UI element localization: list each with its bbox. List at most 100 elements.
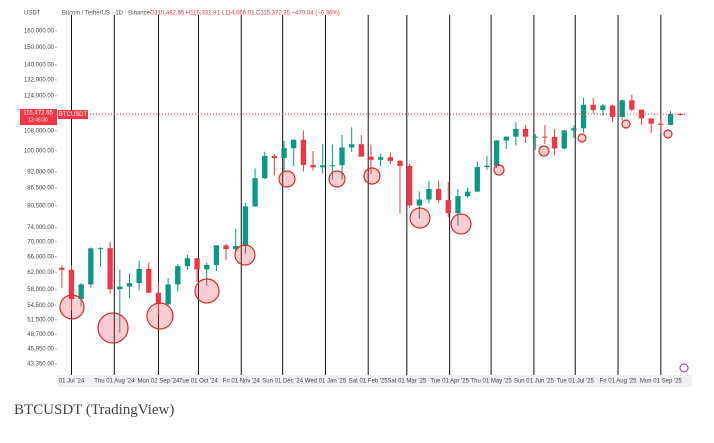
y-tick-label: 45,950.00 xyxy=(27,347,54,353)
x-tick-label: 01 Jul '24 xyxy=(59,379,85,385)
candle-body xyxy=(638,109,645,119)
x-tick-label: Wed 01 Jan '25 xyxy=(305,379,347,385)
y-tick-label: 54,500.00 xyxy=(27,303,54,309)
candle-body xyxy=(204,264,210,270)
candle-body xyxy=(532,136,538,138)
candle-body xyxy=(146,268,152,293)
candle-body xyxy=(155,292,162,305)
price-tag: 115,472.65 xyxy=(23,111,53,117)
y-tick-label: 58,000.00 xyxy=(27,287,54,293)
y-tick-label: 48,700.00 xyxy=(27,332,54,338)
x-axis-band xyxy=(57,375,692,387)
candle-body xyxy=(513,128,519,137)
x-tick-label: Tue 01 Oct '24 xyxy=(179,379,219,385)
currency: USDT xyxy=(24,11,41,17)
y-tick-label: 100,000.00 xyxy=(24,148,55,154)
circle-marker xyxy=(59,294,85,320)
candle-body xyxy=(484,165,490,168)
candle-body xyxy=(223,245,229,250)
candle-body xyxy=(194,258,200,270)
circle-marker xyxy=(621,119,631,129)
circle-marker xyxy=(234,244,256,266)
candle-body xyxy=(658,123,664,125)
chart: USDT Bitcoin / TetherUS · 1D · Binance O… xyxy=(0,0,714,398)
x-tick-label: Mon 02 Sep '24 xyxy=(138,379,181,385)
candle-body xyxy=(184,258,191,267)
candle-body xyxy=(175,266,181,285)
candle-body xyxy=(406,165,413,206)
y-tick-label: 140,000.00 xyxy=(24,63,55,69)
candle-body xyxy=(561,130,567,149)
x-tick-label: Thu 01 May '25 xyxy=(471,379,513,385)
candle-body xyxy=(358,144,364,157)
candle-body xyxy=(117,286,123,290)
y-tick-label: 160,000.00 xyxy=(24,28,55,34)
candle-body xyxy=(397,160,403,166)
y-tick-label: 132,000.00 xyxy=(24,78,55,84)
candle-body xyxy=(59,267,65,270)
candle-body xyxy=(609,105,616,117)
candle-body xyxy=(619,100,625,117)
candle-body xyxy=(387,157,393,161)
candle-body xyxy=(252,178,258,207)
candle-body xyxy=(648,118,654,124)
y-tick-label: 86,500.00 xyxy=(27,185,54,191)
candle-body xyxy=(522,128,529,137)
candle-body xyxy=(329,165,336,167)
candle-body xyxy=(291,139,297,149)
candle-body xyxy=(551,136,558,149)
header: Bitcoin / TetherUS · 1D · Binance xyxy=(62,11,151,17)
candle-body xyxy=(368,156,374,160)
candle-body xyxy=(590,104,596,111)
y-tick-label: 80,500.00 xyxy=(27,204,54,210)
candle-body xyxy=(262,155,268,179)
circle-marker xyxy=(97,312,129,344)
symbol-tag-bg xyxy=(58,110,88,120)
candle-body xyxy=(78,284,84,300)
candle-body xyxy=(580,104,587,129)
candle-body xyxy=(213,245,220,265)
x-tick-label: Mon 01 Sep '25 xyxy=(640,379,683,385)
circle-marker xyxy=(663,129,673,139)
candle-body xyxy=(571,128,577,131)
y-tick-label: 70,000.00 xyxy=(27,239,54,245)
y-tick-label: 62,000.00 xyxy=(27,270,54,276)
candle-body xyxy=(667,114,674,125)
circle-marker xyxy=(328,170,346,188)
x-tick-label: Tue 01 Apr '25 xyxy=(430,379,469,385)
x-tick-label: Tue 01 Jul '25 xyxy=(557,379,595,385)
candle-body xyxy=(107,248,113,290)
icon[interactable] xyxy=(679,363,689,373)
candle-body xyxy=(349,144,355,148)
candle-body xyxy=(474,167,480,192)
y-tick-label: 108,000.00 xyxy=(24,129,55,135)
candle-body xyxy=(165,284,171,305)
chart-background xyxy=(0,0,714,398)
candle-body xyxy=(435,188,442,201)
candle-body xyxy=(339,147,345,166)
candle-body xyxy=(281,148,287,158)
candle-body xyxy=(600,105,606,111)
circle-marker xyxy=(409,207,431,229)
candle-body xyxy=(455,196,461,214)
candle-body xyxy=(320,165,326,168)
y-tick-label: 51,500.00 xyxy=(27,318,54,324)
candle-body xyxy=(493,140,500,166)
candle-body xyxy=(445,200,451,214)
ohlc-text: O115,462.65 H115,331.81 L114,666.01 C115… xyxy=(150,11,340,17)
y-tick-label: 150,000.00 xyxy=(24,45,55,51)
y-tick-label: 92,000.00 xyxy=(27,170,54,176)
candle-body xyxy=(416,199,422,206)
y-tick-label: 43,350.00 xyxy=(27,361,54,367)
candle-body xyxy=(464,191,471,197)
candle-body xyxy=(271,155,278,158)
candle-body xyxy=(426,188,432,200)
candle-body xyxy=(242,206,249,247)
x-tick-label: Sat 01 Feb '25 xyxy=(349,379,389,385)
candle-body xyxy=(88,248,94,285)
candle-body xyxy=(378,157,384,160)
circle-marker xyxy=(194,278,220,304)
x-tick-label: Fri 01 Aug '25 xyxy=(600,379,637,385)
x-tick-label: Sat 01 Mar '25 xyxy=(387,379,426,385)
